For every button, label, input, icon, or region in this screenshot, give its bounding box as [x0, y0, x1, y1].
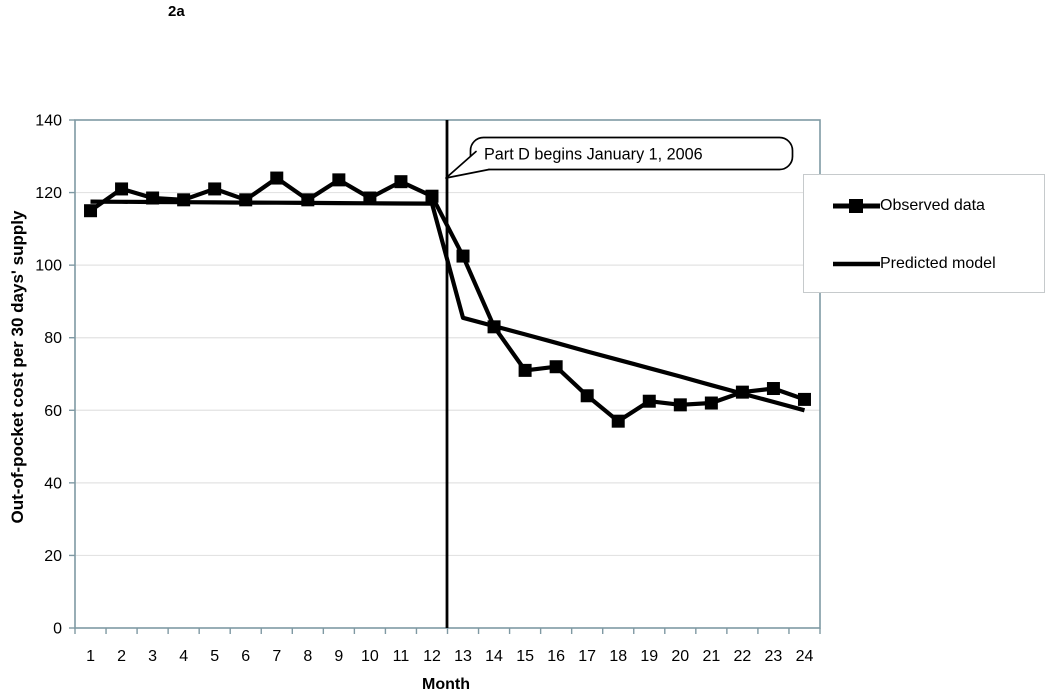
x-tick-label: 12: [423, 648, 441, 665]
observed-line-marker-icon: [833, 199, 880, 213]
legend-item-observed: Observed data: [833, 193, 985, 219]
legend-label-predicted: Predicted model: [880, 255, 996, 272]
x-tick-label: 18: [609, 648, 627, 665]
observed-data-marker: [487, 320, 501, 334]
observed-data-marker: [673, 398, 687, 412]
observed-data-marker: [84, 204, 98, 218]
x-tick-label: 14: [485, 648, 503, 665]
x-tick-label: 6: [241, 648, 250, 665]
observed-data-marker: [115, 182, 129, 196]
observed-data-marker: [332, 173, 346, 187]
legend-label-observed: Observed data: [880, 197, 985, 214]
annotation-callout: Part D begins January 1, 2006: [445, 136, 794, 179]
y-tick-label: 20: [44, 548, 62, 565]
annotation-text: Part D begins January 1, 2006: [484, 146, 703, 164]
x-tick-label: 2: [117, 648, 126, 665]
y-tick-label: 140: [35, 113, 62, 130]
observed-data-marker: [425, 189, 439, 203]
x-tick-label: 9: [334, 648, 343, 665]
y-tick-label: 0: [53, 621, 62, 638]
callout-tail-outline: [445, 150, 490, 179]
y-tick-label: 80: [44, 330, 62, 347]
observed-data-marker: [270, 171, 284, 185]
figure-title: 2a: [168, 3, 185, 20]
observed-data-marker: [208, 182, 222, 196]
observed-data-marker: [363, 191, 377, 205]
x-tick-label: 17: [578, 648, 596, 665]
y-tick-label: 100: [35, 258, 62, 275]
observed-data-marker: [239, 193, 253, 207]
observed-data-marker: [146, 191, 160, 205]
observed-data-marker: [301, 193, 315, 207]
y-tick-label: 40: [44, 475, 62, 492]
observed-data-marker: [456, 249, 470, 263]
predicted-line-icon: [833, 261, 880, 267]
observed-data-marker: [797, 392, 811, 406]
observed-data-marker: [611, 414, 625, 428]
observed-data-marker: [642, 394, 656, 408]
x-tick-label: 8: [303, 648, 312, 665]
x-tick-label: 3: [148, 648, 157, 665]
x-tick-label: 15: [516, 648, 534, 665]
x-tick-label: 22: [733, 648, 751, 665]
observed-data-marker: [704, 396, 718, 410]
x-axis-title: Month: [422, 676, 470, 693]
x-tick-label: 19: [640, 648, 658, 665]
x-tick-label: 10: [361, 648, 379, 665]
legend-box: Observed data Predicted model: [803, 174, 1045, 293]
observed-data-marker: [177, 193, 191, 207]
x-tick-label: 1: [86, 648, 95, 665]
x-tick-label: 13: [454, 648, 472, 665]
x-tick-label: 21: [702, 648, 720, 665]
x-tick-label: 16: [547, 648, 565, 665]
observed-data-marker: [549, 360, 563, 374]
y-tick-label: 60: [44, 403, 62, 420]
observed-data-marker: [766, 382, 780, 396]
observed-data-marker: [518, 363, 532, 377]
y-tick-label: 120: [35, 185, 62, 202]
x-tick-label: 7: [272, 648, 281, 665]
x-tick-label: 23: [765, 648, 783, 665]
x-tick-label: 11: [393, 648, 410, 665]
x-tick-label: 4: [179, 648, 188, 665]
x-tick-label: 5: [210, 648, 219, 665]
observed-data-marker: [580, 389, 594, 403]
observed-data-marker: [394, 175, 408, 189]
callout-bubble: [469, 136, 794, 171]
legend-item-predicted: Predicted model: [833, 251, 996, 277]
x-tick-label: 20: [671, 648, 689, 665]
x-tick-label: 24: [796, 648, 814, 665]
observed-data-marker: [735, 385, 749, 399]
